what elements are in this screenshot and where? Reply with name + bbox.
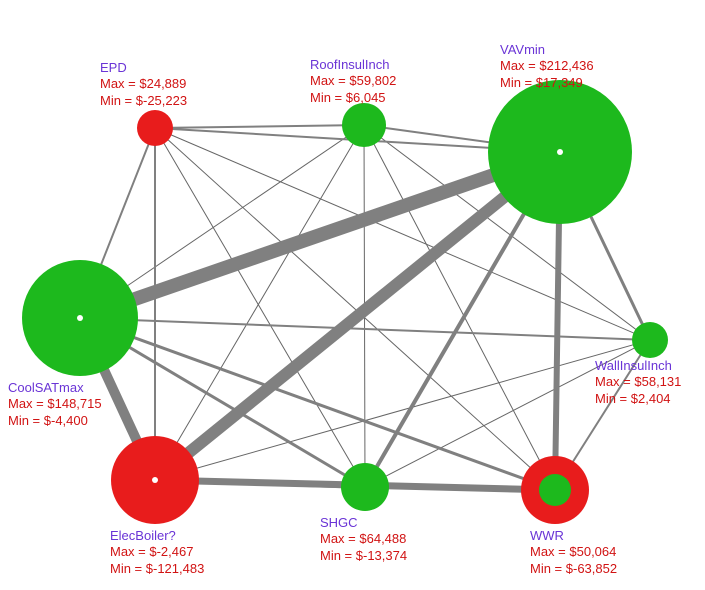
label-name: RoofInsulInch bbox=[310, 57, 390, 72]
label-ElecBoiler: ElecBoiler?Max = $-2,467 Min = $-121,483 bbox=[110, 528, 204, 577]
label-max: Max = $212,436 bbox=[500, 58, 594, 73]
label-max: Max = $58,131 bbox=[595, 374, 681, 389]
label-min: Min = $2,404 bbox=[595, 391, 671, 406]
label-RoofInsulInch: RoofInsulInchMax = $59,802 Min = $6,045 bbox=[310, 57, 396, 106]
edge-RoofInsulInch-ElecBoiler bbox=[155, 125, 364, 480]
label-min: Min = $-25,223 bbox=[100, 93, 187, 108]
label-WWR: WWRMax = $50,064 Min = $-63,852 bbox=[530, 528, 617, 577]
node-CoolSATmax bbox=[22, 260, 138, 376]
label-name: SHGC bbox=[320, 515, 358, 530]
label-min: Min = $-63,852 bbox=[530, 561, 617, 576]
label-name: EPD bbox=[100, 60, 127, 75]
label-min: Min = $-4,400 bbox=[8, 413, 88, 428]
label-min: Min = $-13,374 bbox=[320, 548, 407, 563]
label-name: WallInsulInch bbox=[595, 358, 672, 373]
edge-VAVmin-ElecBoiler bbox=[155, 152, 560, 480]
edge-EPD-SHGC bbox=[155, 128, 365, 487]
node-SHGC bbox=[341, 463, 389, 511]
node-WWR bbox=[521, 456, 589, 524]
node-EPD bbox=[137, 110, 173, 146]
label-name: WWR bbox=[530, 528, 564, 543]
label-CoolSATmax: CoolSATmaxMax = $148,715 Min = $-4,400 bbox=[8, 380, 102, 429]
label-min: Min = $6,045 bbox=[310, 90, 386, 105]
label-max: Max = $148,715 bbox=[8, 396, 102, 411]
label-max: Max = $64,488 bbox=[320, 531, 406, 546]
label-max: Max = $59,802 bbox=[310, 73, 396, 88]
label-name: VAVmin bbox=[500, 42, 545, 57]
label-min: Min = $-121,483 bbox=[110, 561, 204, 576]
node-RoofInsulInch bbox=[342, 103, 386, 147]
label-EPD: EPDMax = $24,889 Min = $-25,223 bbox=[100, 60, 187, 109]
edge-VAVmin-CoolSATmax bbox=[80, 152, 560, 318]
network-diagram: EPDMax = $24,889 Min = $-25,223 RoofInsulI… bbox=[0, 0, 705, 590]
label-max: Max = $24,889 bbox=[100, 76, 186, 91]
label-VAVmin: VAVminMax = $212,436 Min = $17,349 bbox=[500, 42, 594, 91]
node-ElecBoiler bbox=[111, 436, 199, 524]
label-name: ElecBoiler? bbox=[110, 528, 176, 543]
label-SHGC: SHGCMax = $64,488 Min = $-13,374 bbox=[320, 515, 407, 564]
node-VAVmin bbox=[488, 80, 632, 224]
label-max: Max = $50,064 bbox=[530, 544, 616, 559]
label-max: Max = $-2,467 bbox=[110, 544, 193, 559]
edge-EPD-RoofInsulInch bbox=[155, 125, 364, 128]
label-WallInsulInch: WallInsulInchMax = $58,131 Min = $2,404 bbox=[595, 358, 681, 407]
node-WallInsulInch bbox=[632, 322, 668, 358]
label-name: CoolSATmax bbox=[8, 380, 84, 395]
label-min: Min = $17,349 bbox=[500, 75, 583, 90]
